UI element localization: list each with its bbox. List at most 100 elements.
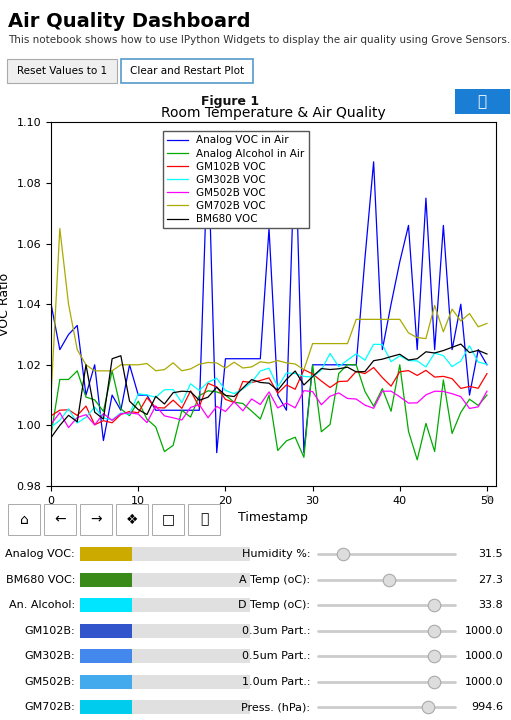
Analog VOC in Air bbox=[484, 361, 490, 369]
GM102B VOC bbox=[153, 403, 159, 412]
Analog VOC in Air bbox=[144, 391, 150, 400]
Bar bbox=[80, 701, 132, 714]
GM302B VOC bbox=[475, 358, 481, 366]
Text: 1.0um Part.:: 1.0um Part.: bbox=[242, 677, 310, 687]
Text: ⌂: ⌂ bbox=[19, 513, 29, 526]
Bar bbox=[44, 503, 76, 536]
GM702B VOC bbox=[344, 339, 351, 348]
Bar bbox=[152, 503, 184, 536]
Bar bbox=[80, 675, 250, 689]
Title: Room Temperature & Air Quality: Room Temperature & Air Quality bbox=[161, 106, 386, 120]
GM102B VOC bbox=[48, 411, 54, 420]
Text: 27.3: 27.3 bbox=[478, 575, 503, 585]
Bar bbox=[80, 624, 250, 638]
GM502B VOC bbox=[196, 400, 202, 409]
FancyBboxPatch shape bbox=[121, 59, 253, 83]
GM702B VOC bbox=[484, 319, 490, 328]
BM680 VOC bbox=[179, 387, 185, 395]
GM302B VOC bbox=[179, 398, 185, 407]
Text: BM680 VOC:: BM680 VOC: bbox=[6, 575, 75, 585]
Line: GM102B VOC: GM102B VOC bbox=[51, 367, 487, 425]
Text: This notebook shows how to use IPython Widgets to display the air quality using : This notebook shows how to use IPython W… bbox=[8, 35, 510, 45]
Bar bbox=[80, 572, 132, 587]
Analog VOC in Air bbox=[353, 361, 359, 369]
Text: 31.5: 31.5 bbox=[478, 549, 503, 559]
Analog Alcohol in Air bbox=[370, 402, 377, 410]
Analog Alcohol in Air bbox=[484, 391, 490, 400]
Text: →: → bbox=[90, 513, 102, 526]
GM702B VOC bbox=[188, 364, 194, 373]
Bar bbox=[80, 624, 132, 638]
Y-axis label: VOC Ratio: VOC Ratio bbox=[0, 273, 11, 336]
Text: Figure 1: Figure 1 bbox=[201, 95, 259, 108]
Text: Air Quality Dashboard: Air Quality Dashboard bbox=[8, 12, 250, 31]
Analog VOC in Air bbox=[188, 406, 194, 415]
Bar bbox=[455, 89, 510, 114]
Analog VOC in Air bbox=[292, 133, 298, 142]
BM680 VOC bbox=[458, 340, 464, 348]
GM502B VOC bbox=[484, 387, 490, 395]
Line: GM502B VOC: GM502B VOC bbox=[51, 391, 487, 428]
Text: D Temp (oC):: D Temp (oC): bbox=[238, 600, 310, 611]
X-axis label: Timestamp: Timestamp bbox=[239, 511, 308, 524]
Bar bbox=[80, 598, 250, 612]
Text: ❖: ❖ bbox=[126, 513, 138, 526]
Analog Alcohol in Air bbox=[48, 430, 54, 438]
Legend: Analog VOC in Air, Analog Alcohol in Air, GM102B VOC, GM302B VOC, GM502B VOC, GM: Analog VOC in Air, Analog Alcohol in Air… bbox=[163, 131, 309, 228]
GM102B VOC bbox=[370, 363, 377, 372]
Bar bbox=[8, 503, 40, 536]
GM502B VOC bbox=[153, 402, 159, 410]
GM702B VOC bbox=[370, 315, 377, 324]
GM302B VOC bbox=[484, 360, 490, 369]
Analog Alcohol in Air bbox=[414, 456, 420, 464]
Bar bbox=[116, 503, 148, 536]
Text: GM502B:: GM502B: bbox=[25, 677, 75, 687]
GM502B VOC bbox=[353, 395, 359, 403]
Line: BM680 VOC: BM680 VOC bbox=[51, 344, 487, 438]
Line: Analog VOC in Air: Analog VOC in Air bbox=[51, 138, 487, 453]
FancyBboxPatch shape bbox=[7, 59, 117, 83]
Analog Alcohol in Air bbox=[475, 401, 481, 410]
Line: GM702B VOC: GM702B VOC bbox=[51, 228, 487, 395]
Text: Analog VOC:: Analog VOC: bbox=[6, 549, 75, 559]
GM502B VOC bbox=[475, 402, 481, 411]
GM102B VOC bbox=[475, 384, 481, 392]
Text: 1000.0: 1000.0 bbox=[464, 651, 503, 661]
Text: 0.5um Part.:: 0.5um Part.: bbox=[242, 651, 310, 661]
Text: 994.6: 994.6 bbox=[471, 702, 503, 712]
BM680 VOC bbox=[484, 350, 490, 359]
Text: ←: ← bbox=[54, 513, 66, 526]
GM102B VOC bbox=[344, 377, 351, 385]
Bar bbox=[80, 547, 250, 561]
BM680 VOC bbox=[362, 367, 368, 376]
Bar bbox=[80, 598, 132, 612]
Text: 💾: 💾 bbox=[200, 513, 208, 526]
Text: GM702B:: GM702B: bbox=[24, 702, 75, 712]
Text: A Temp (oC):: A Temp (oC): bbox=[239, 575, 310, 585]
Line: Analog Alcohol in Air: Analog Alcohol in Air bbox=[51, 364, 487, 460]
Line: GM302B VOC: GM302B VOC bbox=[51, 344, 487, 427]
Text: ✎: ✎ bbox=[484, 494, 492, 503]
BM680 VOC bbox=[475, 346, 481, 355]
BM680 VOC bbox=[188, 387, 194, 396]
GM702B VOC bbox=[196, 360, 202, 369]
GM702B VOC bbox=[57, 224, 63, 233]
GM302B VOC bbox=[144, 390, 150, 399]
Bar bbox=[80, 675, 132, 689]
Text: 33.8: 33.8 bbox=[478, 600, 503, 611]
Analog VOC in Air bbox=[379, 346, 385, 354]
Text: An. Alcohol:: An. Alcohol: bbox=[9, 600, 75, 611]
Bar bbox=[80, 572, 250, 587]
GM702B VOC bbox=[475, 323, 481, 331]
Text: Humidity %:: Humidity %: bbox=[242, 549, 310, 559]
Analog VOC in Air bbox=[179, 406, 185, 415]
BM680 VOC bbox=[144, 410, 150, 419]
Bar bbox=[80, 649, 250, 663]
Bar bbox=[80, 503, 112, 536]
GM302B VOC bbox=[48, 423, 54, 431]
GM502B VOC bbox=[188, 403, 194, 412]
GM502B VOC bbox=[301, 387, 307, 395]
Text: GM302B:: GM302B: bbox=[25, 651, 75, 661]
Text: 1000.0: 1000.0 bbox=[464, 626, 503, 636]
GM102B VOC bbox=[91, 420, 98, 429]
